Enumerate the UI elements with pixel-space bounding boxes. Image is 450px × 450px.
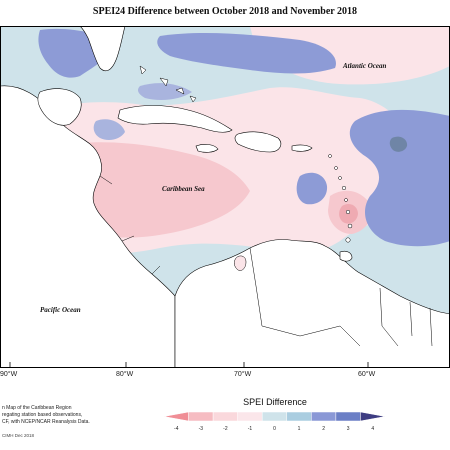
- colorbar-tick-label: -1: [248, 426, 253, 432]
- tick-80w: 80°W: [116, 371, 134, 378]
- colorbar-swatch: [311, 411, 337, 422]
- blue-anomaly-north: [157, 33, 336, 74]
- land-cuba: [117, 105, 233, 133]
- note-line-1: n Map of the Caribbean Region: [2, 405, 72, 411]
- label-caribbean-sea: Caribbean Sea: [162, 185, 205, 193]
- blue-anomaly-west: [93, 119, 125, 140]
- darker-blue-spot: [389, 136, 408, 152]
- land-jamaica: [195, 144, 219, 153]
- border-central-america: [99, 175, 161, 275]
- colorbar-swatch: [286, 411, 312, 422]
- map-title: SPEI24 Difference between October 2018 a…: [92, 6, 358, 17]
- land-florida: [79, 26, 126, 72]
- land-puerto-rico: [291, 144, 313, 152]
- colorbar-tick-label: -3: [199, 426, 204, 432]
- tick-60w: 60°W: [358, 371, 376, 378]
- note-line-2: regating station based observations,: [2, 412, 83, 418]
- colorbar-swatch: [261, 411, 288, 422]
- map-panel: [0, 26, 450, 368]
- pink-anomaly-core: [58, 142, 250, 238]
- legend-title: SPEI Difference: [243, 397, 307, 407]
- credit-text: CIMH Dec 2018: [2, 433, 35, 438]
- border-south-america: [249, 247, 361, 347]
- colorbar-swatch: [237, 411, 263, 422]
- colorbar-tick-label: 3: [347, 426, 350, 432]
- tick-70w: 70°W: [234, 371, 252, 378]
- land-trinidad: [339, 250, 353, 262]
- colorbar-swatch: [360, 411, 386, 422]
- blue-anomaly-antilles: [296, 172, 328, 205]
- spei-map: [0, 26, 450, 368]
- border-guianas: [379, 287, 433, 347]
- land-bahamas: [139, 65, 197, 103]
- tick-90w: 90°W: [0, 371, 18, 378]
- land-hispaniola: [234, 131, 282, 153]
- legend-colorbar: -4 -3 -2 -1 0 1 2 3 4: [152, 410, 397, 441]
- land-south-america: [174, 239, 450, 368]
- colorbar-tick-label: 1: [298, 426, 301, 432]
- colorbar-tick-label: -2: [223, 426, 228, 432]
- colorbar-tick-label: 2: [322, 426, 325, 432]
- colorbar-svg: -4 -3 -2 -1 0 1 2 3 4: [163, 411, 386, 432]
- colorbar-tick-label: 0: [273, 426, 276, 432]
- blue-anomaly-cuba: [137, 83, 192, 100]
- land-lesser-antilles: [328, 154, 353, 243]
- label-atlantic-ocean: Atlantic Ocean: [343, 62, 387, 70]
- colorbar-swatch: [335, 411, 361, 422]
- colorbar-swatch: [188, 411, 214, 422]
- colorbar-tick-label: 4: [371, 426, 374, 432]
- land-yucatan: [37, 88, 82, 126]
- colorbar-swatch: [212, 411, 238, 422]
- colorbar-tick-label: -4: [174, 426, 179, 432]
- colorbar-swatch: [163, 411, 189, 422]
- note-line-3: CF, with NCEP/NCAR Reanalysis Data.: [2, 419, 90, 425]
- blue-anomaly-east-atlantic: [349, 109, 450, 247]
- label-pacific-ocean: Pacific Ocean: [40, 306, 81, 314]
- lake-maracaibo: [234, 255, 247, 271]
